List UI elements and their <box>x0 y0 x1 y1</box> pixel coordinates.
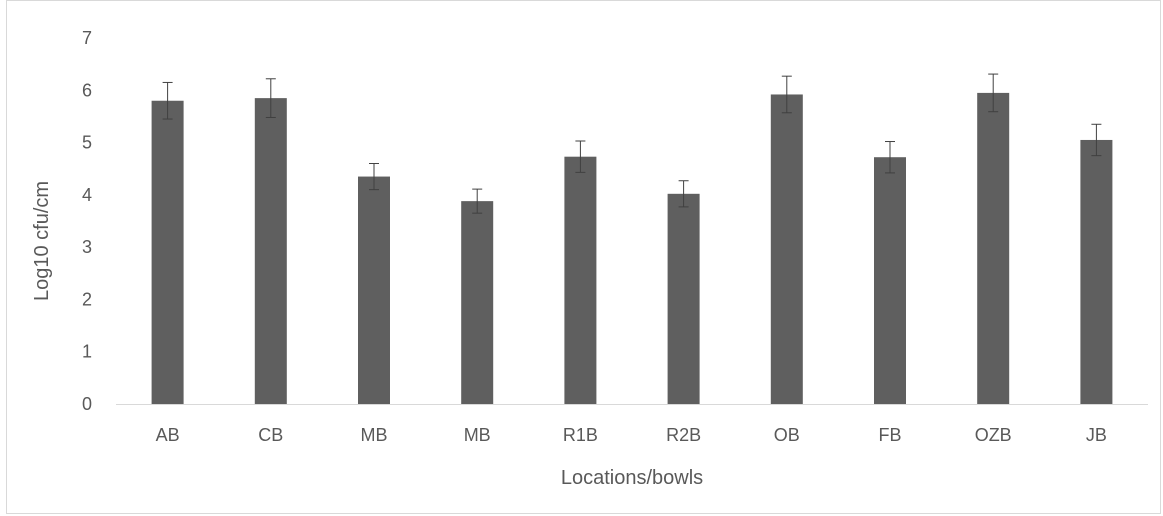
bar <box>151 100 184 404</box>
y-tick-label: 1 <box>82 342 92 362</box>
x-tick-label: CB <box>258 425 283 445</box>
x-tick-label: JB <box>1086 425 1107 445</box>
x-tick-label: AB <box>156 425 180 445</box>
x-tick-label: R2B <box>666 425 701 445</box>
bar <box>770 94 803 405</box>
x-tick-label: MB <box>464 425 491 445</box>
y-tick-label: 7 <box>82 28 92 48</box>
bar <box>977 92 1010 405</box>
x-tick-label: FB <box>878 425 901 445</box>
y-axis-title: Log10 cfu/cm <box>31 181 53 301</box>
y-tick-label: 5 <box>82 133 92 153</box>
y-axis-ticks: 0 1 2 3 4 5 6 7 <box>82 28 92 414</box>
bar <box>1080 139 1113 404</box>
x-axis-title: Locations/bowls <box>561 467 703 489</box>
y-tick-label: 0 <box>82 394 92 414</box>
y-tick-label: 6 <box>82 80 92 100</box>
x-axis-ticks: AB CB MB MB R1B R2B OB FB OZB JB <box>156 425 1107 445</box>
bar <box>461 201 494 404</box>
bar <box>564 156 597 404</box>
x-tick-label: MB <box>361 425 388 445</box>
bar <box>358 176 390 404</box>
bar <box>667 193 700 404</box>
x-tick-label: R1B <box>563 425 598 445</box>
bars <box>151 92 1113 405</box>
y-tick-label: 4 <box>82 185 92 205</box>
x-tick-label: OZB <box>975 425 1012 445</box>
y-tick-label: 3 <box>82 237 92 257</box>
y-tick-label: 2 <box>82 289 92 309</box>
bar <box>254 98 287 404</box>
bar <box>874 157 906 404</box>
x-tick-label: OB <box>774 425 800 445</box>
error-bars <box>162 73 1102 214</box>
